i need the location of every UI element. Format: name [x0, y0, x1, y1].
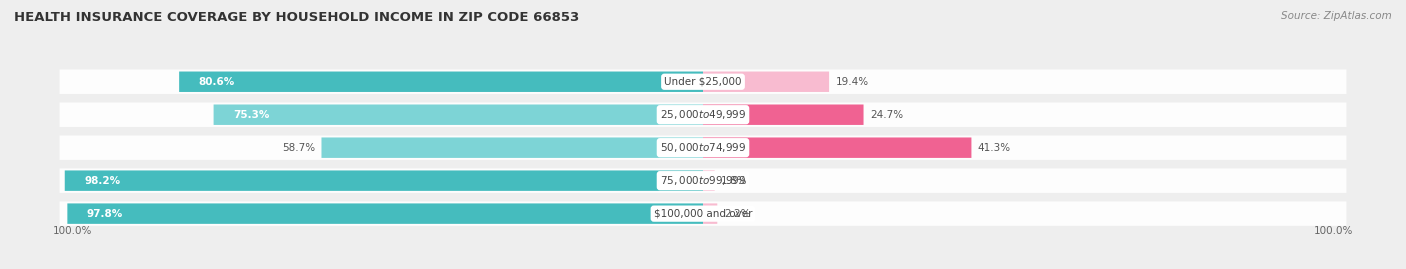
- FancyBboxPatch shape: [703, 203, 717, 224]
- Text: HEALTH INSURANCE COVERAGE BY HOUSEHOLD INCOME IN ZIP CODE 66853: HEALTH INSURANCE COVERAGE BY HOUSEHOLD I…: [14, 11, 579, 24]
- Text: $100,000 and over: $100,000 and over: [654, 209, 752, 219]
- FancyBboxPatch shape: [703, 104, 863, 125]
- Text: 19.4%: 19.4%: [835, 77, 869, 87]
- Text: Source: ZipAtlas.com: Source: ZipAtlas.com: [1281, 11, 1392, 21]
- Text: $25,000 to $49,999: $25,000 to $49,999: [659, 108, 747, 121]
- FancyBboxPatch shape: [67, 203, 703, 224]
- FancyBboxPatch shape: [703, 72, 830, 92]
- Text: $50,000 to $74,999: $50,000 to $74,999: [659, 141, 747, 154]
- FancyBboxPatch shape: [179, 72, 703, 92]
- Text: $75,000 to $99,999: $75,000 to $99,999: [659, 174, 747, 187]
- Text: Under $25,000: Under $25,000: [664, 77, 742, 87]
- Text: 97.8%: 97.8%: [87, 209, 124, 219]
- FancyBboxPatch shape: [59, 136, 1347, 160]
- Text: 98.2%: 98.2%: [84, 176, 121, 186]
- Text: 58.7%: 58.7%: [281, 143, 315, 153]
- Text: 24.7%: 24.7%: [870, 110, 903, 120]
- FancyBboxPatch shape: [703, 137, 972, 158]
- Text: 41.3%: 41.3%: [979, 143, 1011, 153]
- FancyBboxPatch shape: [322, 137, 703, 158]
- FancyBboxPatch shape: [65, 171, 703, 191]
- Text: 1.8%: 1.8%: [721, 176, 748, 186]
- Text: 80.6%: 80.6%: [198, 77, 235, 87]
- Text: 100.0%: 100.0%: [53, 226, 93, 236]
- FancyBboxPatch shape: [59, 102, 1347, 127]
- Text: 75.3%: 75.3%: [233, 110, 270, 120]
- FancyBboxPatch shape: [59, 201, 1347, 226]
- FancyBboxPatch shape: [59, 70, 1347, 94]
- FancyBboxPatch shape: [214, 104, 703, 125]
- Text: 100.0%: 100.0%: [1313, 226, 1353, 236]
- FancyBboxPatch shape: [59, 168, 1347, 193]
- FancyBboxPatch shape: [703, 171, 714, 191]
- Text: 2.2%: 2.2%: [724, 209, 751, 219]
